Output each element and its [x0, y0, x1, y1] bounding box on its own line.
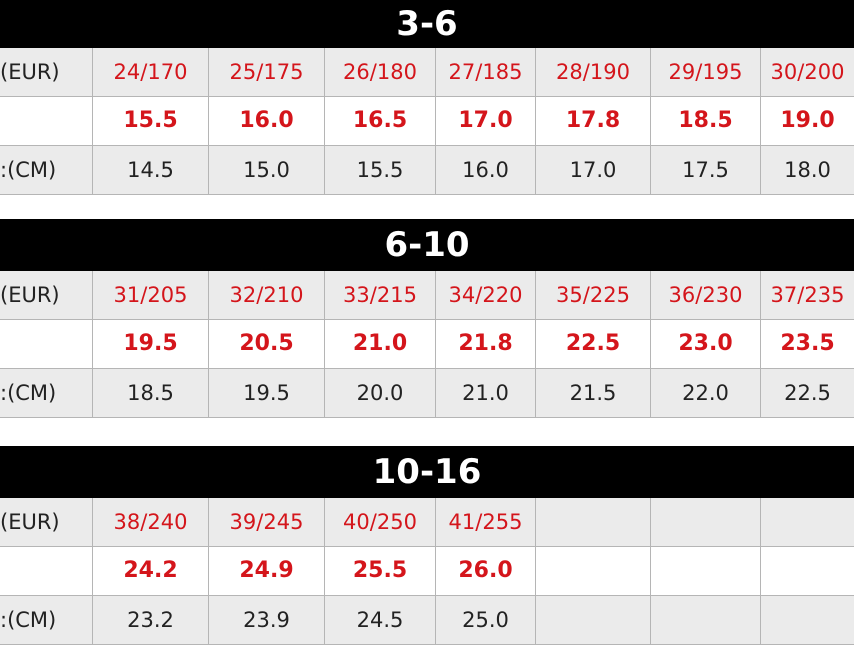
row-cm: :(CM) 14.5 15.0 15.5 16.0 17.0 17.5 18.0 — [0, 146, 854, 195]
row-label: :(CM) — [0, 369, 93, 418]
size-cell-us: 21.8 — [436, 320, 536, 369]
size-cell-cm: 23.2 — [93, 596, 209, 645]
row-label — [0, 97, 93, 146]
size-cell-cm: 17.5 — [651, 146, 761, 195]
size-cell-eur: 38/240 — [93, 498, 209, 547]
size-cell-eur: 27/185 — [436, 48, 536, 97]
size-cell-cm: 22.0 — [651, 369, 761, 418]
size-cell-cm: 17.0 — [536, 146, 651, 195]
size-cell-eur: 30/200 — [761, 48, 854, 97]
size-cell-eur: 28/190 — [536, 48, 651, 97]
size-cell-cm: 19.5 — [209, 369, 325, 418]
section-title: 10-16 — [372, 452, 482, 492]
size-cell-us: 21.0 — [325, 320, 436, 369]
row-cm: :(CM) 23.2 23.9 24.5 25.0 — [0, 596, 854, 645]
row-label: (EUR) — [0, 271, 93, 320]
size-cell-eur: 29/195 — [651, 48, 761, 97]
size-cell-cm: 15.0 — [209, 146, 325, 195]
size-cell-cm: 24.5 — [325, 596, 436, 645]
row-label — [0, 320, 93, 369]
size-cell-us — [651, 547, 761, 596]
size-cell-eur: 26/180 — [325, 48, 436, 97]
size-cell-us: 24.2 — [93, 547, 209, 596]
size-cell-eur — [651, 498, 761, 547]
row-label: (EUR) — [0, 498, 93, 547]
size-cell-us — [761, 547, 854, 596]
row-label — [0, 547, 93, 596]
row-us: 19.5 20.5 21.0 21.8 22.5 23.0 23.5 — [0, 320, 854, 369]
size-cell-eur — [536, 498, 651, 547]
size-cell-eur: 33/215 — [325, 271, 436, 320]
size-cell-us: 15.5 — [93, 97, 209, 146]
section-header: 6-10 — [0, 219, 854, 271]
row-label: :(CM) — [0, 146, 93, 195]
size-cell-us: 19.0 — [761, 97, 854, 146]
size-cell-cm — [651, 596, 761, 645]
size-cell-eur — [761, 498, 854, 547]
size-cell-eur: 32/210 — [209, 271, 325, 320]
size-cell-eur: 25/175 — [209, 48, 325, 97]
size-cell-cm: 14.5 — [93, 146, 209, 195]
size-cell-eur: 40/250 — [325, 498, 436, 547]
size-cell-us: 23.0 — [651, 320, 761, 369]
size-cell-eur: 37/235 — [761, 271, 854, 320]
size-cell-eur: 36/230 — [651, 271, 761, 320]
size-cell-us: 18.5 — [651, 97, 761, 146]
size-cell-cm — [761, 596, 854, 645]
size-cell-us: 26.0 — [436, 547, 536, 596]
size-cell-us: 24.9 — [209, 547, 325, 596]
size-cell-eur: 41/255 — [436, 498, 536, 547]
row-eur: (EUR) 31/205 32/210 33/215 34/220 35/225 36/23… — [0, 271, 854, 320]
row-eur: (EUR) 24/170 25/175 26/180 27/185 28/190 29/19… — [0, 48, 854, 97]
size-cell-cm: 21.5 — [536, 369, 651, 418]
size-cell-eur: 31/205 — [93, 271, 209, 320]
row-label: :(CM) — [0, 596, 93, 645]
size-cell-cm: 21.0 — [436, 369, 536, 418]
row-us: 15.5 16.0 16.5 17.0 17.8 18.5 19.0 — [0, 97, 854, 146]
size-cell-cm: 25.0 — [436, 596, 536, 645]
row-us: 24.2 24.9 25.5 26.0 — [0, 547, 854, 596]
row-cm: :(CM) 18.5 19.5 20.0 21.0 21.5 22.0 22.5 — [0, 369, 854, 418]
size-cell-cm: 23.9 — [209, 596, 325, 645]
size-cell-us: 22.5 — [536, 320, 651, 369]
size-cell-us: 17.0 — [436, 97, 536, 146]
size-cell-us: 23.5 — [761, 320, 854, 369]
size-cell-us: 16.5 — [325, 97, 436, 146]
size-cell-us: 16.0 — [209, 97, 325, 146]
size-cell-cm: 20.0 — [325, 369, 436, 418]
size-cell-eur: 24/170 — [93, 48, 209, 97]
size-cell-cm — [536, 596, 651, 645]
size-cell-eur: 34/220 — [436, 271, 536, 320]
size-cell-us: 25.5 — [325, 547, 436, 596]
size-cell-cm: 22.5 — [761, 369, 854, 418]
size-cell-cm: 15.5 — [325, 146, 436, 195]
section-title: 3-6 — [396, 4, 458, 44]
size-cell-cm: 18.0 — [761, 146, 854, 195]
size-cell-cm: 16.0 — [436, 146, 536, 195]
size-cell-us: 17.8 — [536, 97, 651, 146]
size-cell-us — [536, 547, 651, 596]
size-cell-eur: 35/225 — [536, 271, 651, 320]
size-cell-eur: 39/245 — [209, 498, 325, 547]
size-cell-cm: 18.5 — [93, 369, 209, 418]
section-header: 10-16 — [0, 446, 854, 498]
row-eur: (EUR) 38/240 39/245 40/250 41/255 — [0, 498, 854, 547]
section-title: 6-10 — [384, 225, 470, 265]
size-cell-us: 19.5 — [93, 320, 209, 369]
section-header: 3-6 — [0, 0, 854, 48]
row-label: (EUR) — [0, 48, 93, 97]
size-cell-us: 20.5 — [209, 320, 325, 369]
